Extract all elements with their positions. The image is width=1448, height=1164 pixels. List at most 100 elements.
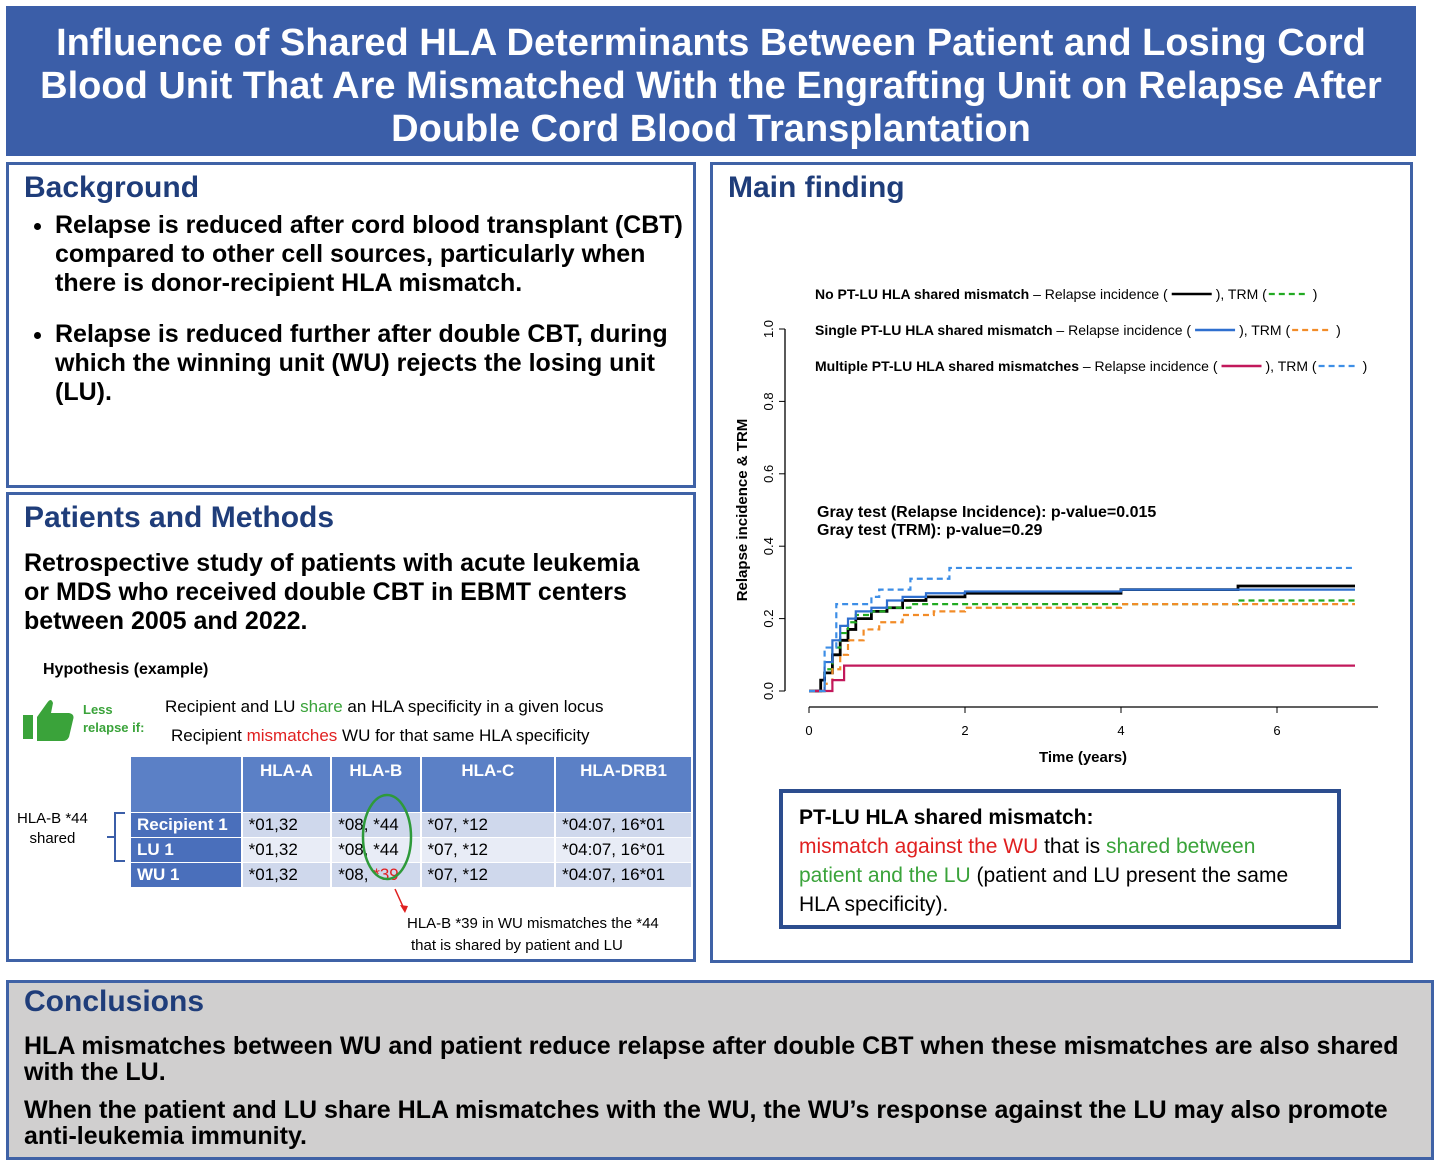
legend-entry: Multiple PT-LU HLA shared mismatches – R… — [815, 358, 1218, 374]
conclusions-panel: Conclusions HLA mismatches between WU an… — [6, 980, 1434, 1160]
wu-note: HLA-B *39 in WU mismatches the *44 that … — [407, 913, 659, 957]
cell-hla-a: *01,32 — [242, 837, 333, 862]
cell-hla-b-mismatch: *39 — [373, 865, 399, 884]
legend-end: ) — [1336, 322, 1341, 338]
hla-table: HLA-A HLA-B HLA-C HLA-DRB1 Recipient 1 *… — [131, 757, 693, 887]
cell-hla-b-1: *08, — [338, 865, 374, 884]
y-tick-label: 0.0 — [761, 682, 776, 700]
definition-title: PT-LU HLA shared mismatch: — [799, 806, 1094, 829]
gray-test-annotation: Gray test (Relapse Incidence): p-value=0… — [817, 504, 1156, 521]
row-label: WU 1 — [131, 862, 243, 887]
conclusion-paragraph: HLA mismatches between WU and patient re… — [24, 1032, 1399, 1086]
cell-hla-b: *08, *44 — [332, 837, 422, 862]
cell-hla-c: *07, *12 — [421, 812, 557, 837]
less-relapse-label: Less relapse if: — [83, 702, 145, 735]
series-line — [809, 664, 1355, 693]
y-tick-label: 0.6 — [761, 465, 776, 483]
table-row: LU 1 *01,32 *08, *44 *07, *12 *04:07, 16… — [131, 837, 693, 862]
conclusion-paragraph: When the patient and LU share HLA mismat… — [24, 1096, 1388, 1150]
wu-note-line: that is shared by patient and LU — [411, 937, 623, 954]
hyp2-mismatches: mismatches — [246, 726, 338, 745]
finding-heading: Main finding — [728, 171, 905, 204]
table-row: WU 1 *01,32 *08, *39 *07, *12 *04:07, 16… — [131, 862, 693, 887]
background-panel: Background Relapse is reduced after cord… — [6, 162, 696, 488]
table-header: HLA-A — [242, 757, 333, 812]
background-bullet: Relapse is reduced after cord blood tran… — [55, 211, 705, 298]
y-tick-label: 0.2 — [761, 610, 776, 628]
legend-end: ) — [1363, 358, 1368, 374]
hyp2-a: Recipient — [171, 726, 247, 745]
hyp1-a: Recipient and LU — [165, 697, 301, 716]
cell-hla-drb1: *04:07, 16*01 — [556, 862, 693, 887]
definition-box: PT-LU HLA shared mismatch: mismatch agai… — [779, 789, 1341, 929]
table-header-row: HLA-A HLA-B HLA-C HLA-DRB1 — [131, 757, 693, 812]
legend-entry: Single PT-LU HLA shared mismatch – Relap… — [815, 322, 1191, 338]
cell-hla-c: *07, *12 — [421, 862, 557, 887]
methods-text: Retrospective study of patients with acu… — [24, 549, 640, 635]
hyp1-c: an HLA specificity in a given locus — [342, 697, 604, 716]
methods-panel: Patients and Methods Retrospective study… — [6, 492, 696, 962]
cell-hla-b-1: *08, — [338, 840, 374, 859]
cell-hla-drb1: *04:07, 16*01 — [556, 812, 693, 837]
table-header — [131, 757, 243, 812]
y-tick-label: 1.0 — [761, 320, 776, 338]
x-tick-label: 0 — [805, 723, 812, 738]
background-heading: Background — [24, 171, 200, 204]
legend-trm-label: ), TRM ( — [1266, 358, 1317, 374]
x-tick-label: 4 — [1117, 723, 1124, 738]
definition-text: mismatch against the WU that is shared b… — [799, 832, 1321, 919]
table-header: HLA-DRB1 — [556, 757, 693, 812]
cell-hla-b: *08, *39 — [332, 862, 422, 887]
thumbs-up-icon — [23, 700, 74, 741]
cell-hla-b: *08, *44 — [332, 812, 422, 837]
cell-hla-a: *01,32 — [242, 812, 333, 837]
wu-note-arrow — [394, 888, 406, 912]
table-header: HLA-C — [421, 757, 557, 812]
shared-note-line: shared — [29, 830, 76, 847]
series-line — [809, 566, 1355, 693]
shared-bracket — [107, 812, 125, 862]
definition-mid: that is — [1038, 835, 1106, 858]
legend-trm-label: ), TRM ( — [1216, 286, 1267, 302]
shared-note: HLA-B *44 shared — [17, 809, 88, 849]
methods-heading: Patients and Methods — [24, 501, 335, 534]
legend-trm-label: ), TRM ( — [1239, 322, 1290, 338]
table-header: HLA-B — [332, 757, 422, 812]
cell-hla-c: *07, *12 — [421, 837, 557, 862]
cell-hla-b-2: *44 — [373, 815, 399, 834]
hypothesis-title: Hypothesis (example) — [43, 661, 209, 678]
conclusions-heading: Conclusions — [24, 985, 205, 1018]
definition-red: mismatch against the WU — [799, 835, 1039, 858]
row-label: LU 1 — [131, 837, 243, 862]
x-tick-label: 6 — [1273, 723, 1280, 738]
gray-test-annotation: Gray test (TRM): p-value=0.29 — [817, 522, 1043, 539]
table-row: Recipient 1 *01,32 *08, *44 *07, *12 *04… — [131, 812, 693, 837]
x-axis-label: Time (years) — [1039, 749, 1127, 766]
wu-note-line: HLA-B *39 in WU mismatches the *44 — [407, 915, 659, 932]
shared-note-line: HLA-B *44 — [17, 810, 88, 827]
y-tick-label: 0.4 — [761, 537, 776, 555]
cell-hla-b-1: *08, — [338, 815, 374, 834]
hypothesis-line-1: Recipient and LU share an HLA specificit… — [165, 697, 603, 717]
definition-green: shared between patient and the LU — [799, 835, 1256, 887]
hyp2-c: WU for that same HLA specificity — [337, 726, 590, 745]
definition-rest: (patient and LU present the same HLA spe… — [799, 864, 1289, 916]
hyp1-share: share — [300, 697, 343, 716]
series-line — [809, 599, 1355, 693]
background-bullet: Relapse is reduced further after double … — [55, 320, 705, 407]
cell-hla-drb1: *04:07, 16*01 — [556, 837, 693, 862]
cell-hla-b-2: *44 — [373, 840, 399, 859]
series-line — [809, 588, 1355, 693]
series-line — [809, 603, 1355, 693]
series-line — [809, 584, 1355, 693]
finding-panel: Main finding 0 2 4 6 0.0 0.2 0.4 0.6 0.8 1.0 Time … — [710, 162, 1413, 963]
legend-entry: No PT-LU HLA shared mismatch – Relapse i… — [815, 286, 1168, 302]
y-axis-label: Relapse incidence & TRM — [734, 419, 751, 602]
row-label: Recipient 1 — [131, 812, 243, 837]
x-tick-label: 2 — [961, 723, 968, 738]
y-tick-label: 0.8 — [761, 392, 776, 410]
hypothesis-line-2: Recipient mismatches WU for that same HL… — [171, 726, 590, 746]
cumulative-incidence-chart: 0 2 4 6 0.0 0.2 0.4 0.6 0.8 1.0 Time (years) Relaps… — [734, 286, 1378, 766]
legend-end: ) — [1313, 286, 1318, 302]
background-bullets: Relapse is reduced after cord blood tran… — [23, 211, 705, 429]
